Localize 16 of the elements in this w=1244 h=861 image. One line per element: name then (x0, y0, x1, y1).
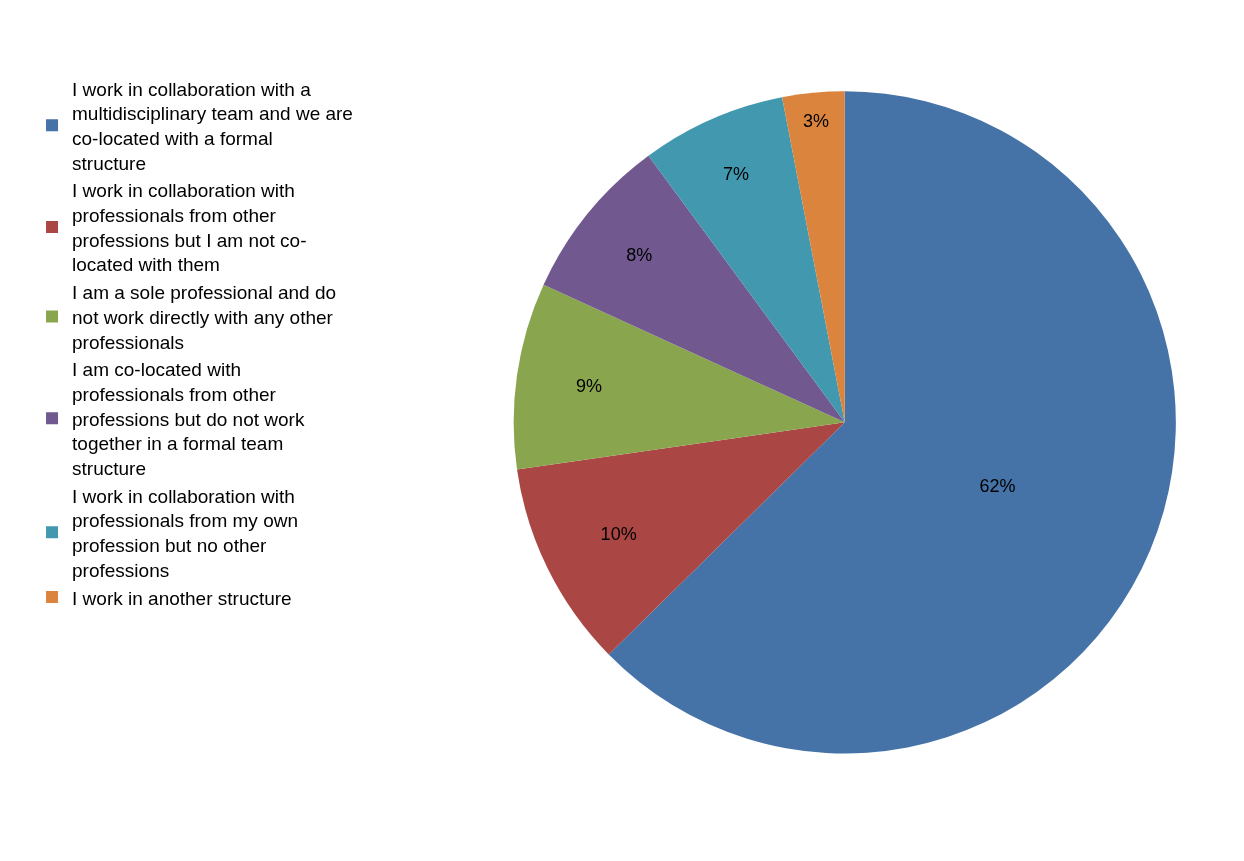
pie-slice (543, 155, 845, 423)
pie-slice (517, 422, 845, 655)
legend-label: I am co-located with professionals from other professions but do not work together in a formal team structure (72, 359, 305, 480)
data-label: 8% (626, 245, 653, 266)
pie-slice (782, 91, 845, 423)
legend-label: I work in collaboration with professionals from other professions but I am not co-located with them (72, 180, 307, 276)
legend-label: I work in collaboration with a multidisciplinary team and we are co-located with a formal structure (72, 78, 353, 174)
legend-label: I work in collaboration with professionals from my own profession but no other professions (72, 485, 299, 581)
legend-label: I work in another structure (72, 587, 292, 609)
pie-slice (513, 284, 845, 470)
data-label: 10% (600, 524, 637, 545)
data-label: 7% (722, 163, 749, 184)
data-label: 9% (576, 375, 603, 396)
data-label: 62% (979, 476, 1016, 497)
legend-label: I am a sole professional and do not work directly with any other professionals (72, 282, 337, 353)
data-label: 3% (802, 111, 830, 132)
